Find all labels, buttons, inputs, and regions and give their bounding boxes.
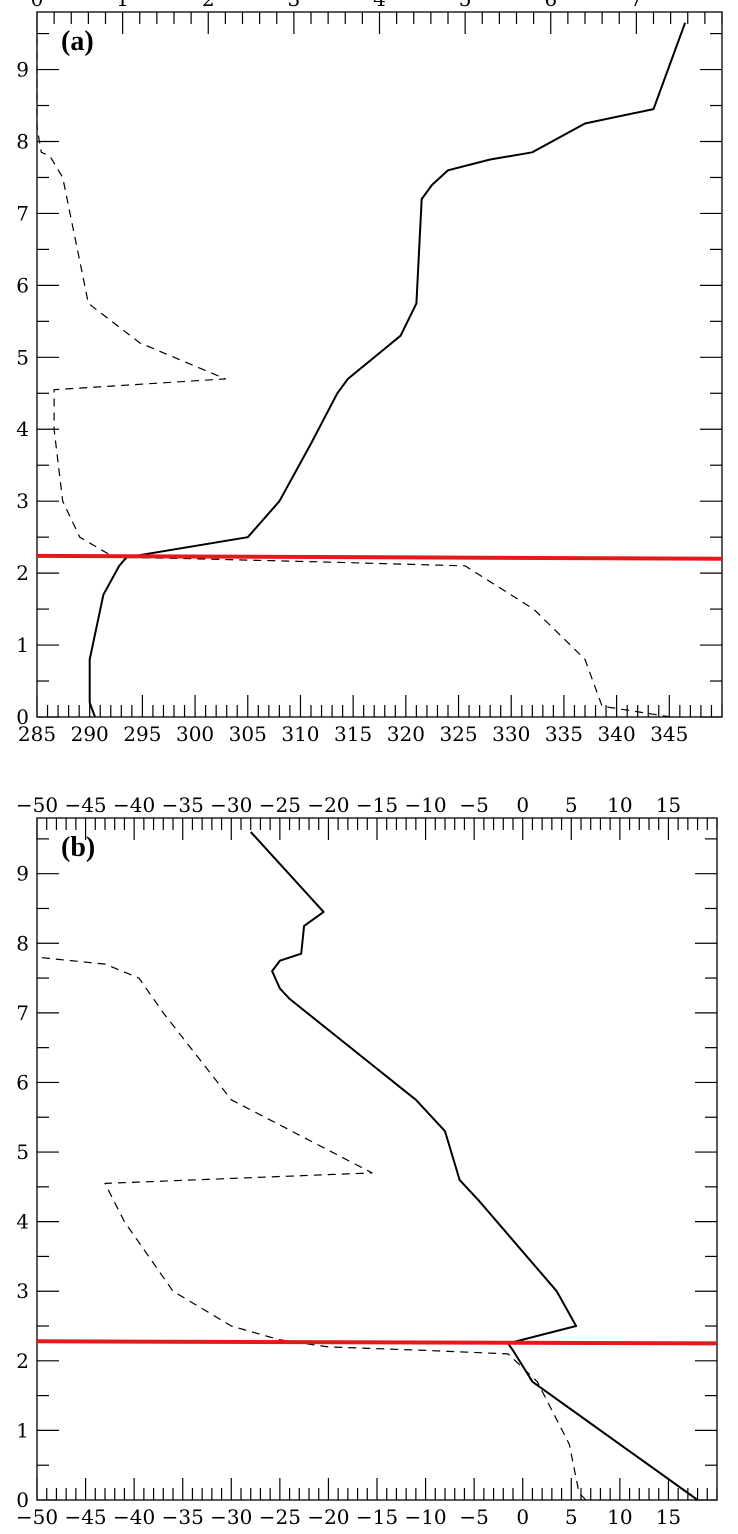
y-tick-label: 6: [16, 273, 29, 297]
y-tick-label: 7: [16, 1001, 29, 1025]
x-bottom-tick-label: 5: [565, 1505, 578, 1529]
y-tick-label: 3: [16, 489, 29, 513]
x-bottom-tick-label: 15: [656, 1505, 681, 1529]
x-bottom-tick-label: −35: [162, 1505, 204, 1529]
x-top-tick-label: −35: [162, 793, 204, 817]
x-top-tick-label: −40: [113, 793, 155, 817]
x-bottom-tick-label: 295: [123, 722, 161, 746]
plot-frame-1: [36, 11, 723, 718]
x-bottom-tick-label: −15: [356, 1505, 398, 1529]
x-top-tick-label: −30: [210, 793, 252, 817]
y-tick-label: 0: [16, 1488, 29, 1512]
boundary-line: [36, 1339, 718, 1346]
solid-series-line: [249, 831, 699, 1501]
x-top-tick-label: −10: [404, 793, 446, 817]
y-tick-label: 5: [16, 345, 29, 369]
x-bottom-tick-label: 335: [545, 722, 583, 746]
x-bottom-tick-label: 320: [387, 722, 425, 746]
x-top-tick-label: −25: [259, 793, 301, 817]
x-top-tick-label: 0: [516, 793, 529, 817]
x-bottom-tick-label: 315: [334, 722, 372, 746]
x-bottom-tick-label: −30: [210, 1505, 252, 1529]
x-bottom-tick-label: −45: [64, 1505, 106, 1529]
x-bottom-tick-label: 305: [229, 722, 267, 746]
x-top-tick-label: 10: [607, 793, 632, 817]
panel-label: (b): [61, 832, 95, 863]
dashed-series-line: [36, 956, 587, 1501]
x-top-tick-label: −45: [64, 793, 106, 817]
x-top-tick-label: 5: [565, 793, 578, 817]
plot-frame-2: [36, 817, 718, 1501]
x-top-tick-label: 15: [656, 793, 681, 817]
x-bottom-tick-label: −25: [259, 1505, 301, 1529]
y-tick-label: 2: [16, 561, 29, 585]
y-tick-label: 9: [16, 58, 29, 82]
x-top-tick-label: 1: [116, 0, 129, 11]
x-bottom-tick-label: 290: [71, 722, 109, 746]
x-bottom-tick-label: 0: [516, 1505, 529, 1529]
dashed-series-line: [36, 33, 671, 718]
x-top-tick-label: −50: [16, 793, 58, 817]
x-top-tick-label: −20: [307, 793, 349, 817]
x-bottom-tick-label: 310: [281, 722, 319, 746]
x-top-tick-label: 2: [202, 0, 215, 11]
y-tick-label: 1: [16, 1418, 29, 1442]
x-bottom-tick-label: 330: [492, 722, 530, 746]
y-tick-label: 8: [16, 129, 29, 153]
x-top-tick-label: −5: [459, 793, 488, 817]
x-top-tick-label: 3: [288, 0, 301, 11]
y-tick-label: 7: [16, 201, 29, 225]
y-tick-label: 2: [16, 1349, 29, 1373]
boundary-line: [36, 553, 723, 561]
x-top-tick-label: 6: [544, 0, 557, 11]
y-tick-label: 0: [16, 705, 29, 729]
x-bottom-tick-label: −10: [404, 1505, 446, 1529]
y-tick-label: 9: [16, 862, 29, 886]
x-bottom-tick-label: 325: [439, 722, 477, 746]
y-tick-label: 4: [16, 1210, 29, 1234]
y-tick-label: 5: [16, 1140, 29, 1164]
x-bottom-tick-label: −40: [113, 1505, 155, 1529]
y-tick-label: 3: [16, 1279, 29, 1303]
x-bottom-tick-label: 340: [598, 722, 636, 746]
y-tick-label: 1: [16, 633, 29, 657]
y-tick-label: 6: [16, 1070, 29, 1094]
x-bottom-tick-label: −5: [459, 1505, 488, 1529]
x-top-tick-label: 4: [373, 0, 386, 11]
x-top-tick-label: 5: [459, 0, 472, 11]
x-top-tick-label: −15: [356, 793, 398, 817]
x-top-tick-label: 0: [31, 0, 44, 11]
panel-label: (a): [61, 26, 94, 57]
x-top-tick-label: 7: [630, 0, 643, 11]
y-tick-label: 8: [16, 931, 29, 955]
x-bottom-tick-label: 345: [650, 722, 688, 746]
y-tick-label: 4: [16, 417, 29, 441]
x-bottom-tick-label: 285: [18, 722, 56, 746]
x-bottom-tick-label: −20: [307, 1505, 349, 1529]
x-bottom-tick-label: −50: [16, 1505, 58, 1529]
solid-series-line: [88, 22, 687, 718]
x-bottom-tick-label: 10: [607, 1505, 632, 1529]
x-bottom-tick-label: 300: [176, 722, 214, 746]
